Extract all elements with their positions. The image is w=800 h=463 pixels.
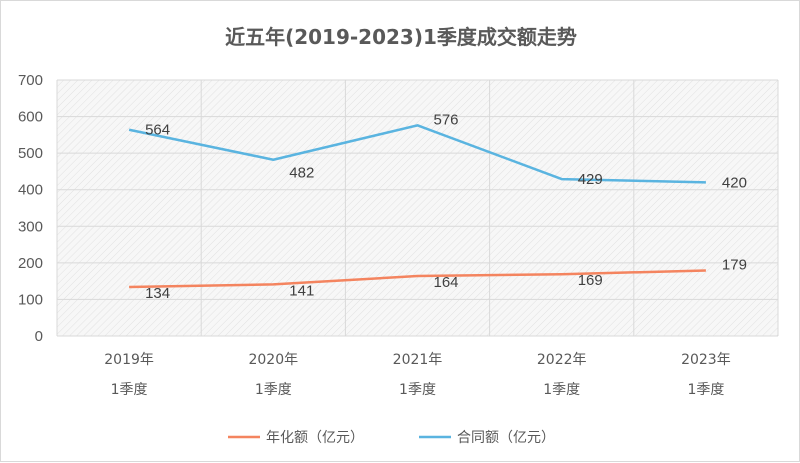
y-tick-label: 500	[18, 145, 43, 162]
data-label: 169	[578, 272, 603, 289]
legend-label-0: 年化额（亿元）	[266, 430, 364, 446]
legend-label-1: 合同额（亿元）	[457, 430, 555, 446]
y-tick-label: 700	[18, 72, 43, 89]
data-label: 564	[145, 122, 170, 139]
y-tick-label: 300	[18, 218, 43, 235]
series-line-0	[129, 269, 706, 289]
chart-title: 近五年(2019-2023)1季度成交额走势	[225, 25, 577, 49]
x-tick-label: 2023年 1季度	[681, 352, 731, 398]
series-line-1	[128, 124, 706, 184]
x-tick-label: 2022年 1季度	[537, 352, 587, 398]
y-tick-label: 400	[18, 182, 43, 199]
data-label: 179	[722, 257, 747, 274]
data-label: 141	[289, 282, 314, 299]
x-tick-label: 2021年 1季度	[393, 352, 443, 398]
x-tick-label: 2020年 1季度	[248, 352, 298, 398]
y-tick-label: 600	[18, 109, 43, 126]
data-label: 164	[434, 274, 459, 291]
y-tick-label: 100	[18, 291, 43, 308]
y-tick-label: 0	[35, 328, 43, 345]
x-tick-label: 2019年 1季度	[104, 352, 154, 398]
data-label: 420	[722, 174, 747, 191]
plot-area	[57, 80, 778, 336]
y-tick-label: 200	[18, 255, 43, 272]
data-label: 482	[289, 165, 314, 182]
data-label: 134	[145, 285, 170, 302]
data-label: 576	[434, 111, 459, 128]
data-label: 429	[578, 171, 603, 188]
